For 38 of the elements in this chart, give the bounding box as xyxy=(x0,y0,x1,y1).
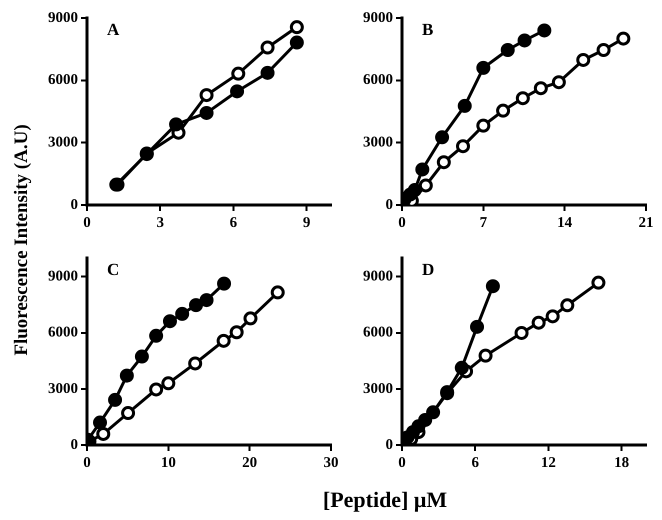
y-tick-label: 3000 xyxy=(48,380,78,397)
y-tick-label: 6000 xyxy=(363,72,393,88)
y-tick-label: 0 xyxy=(70,196,78,213)
y-tick-label: 3000 xyxy=(363,134,393,151)
x-tick-label: 12 xyxy=(540,454,556,471)
y-tick-label: 6000 xyxy=(363,324,393,341)
y-tick-label: 9000 xyxy=(363,268,393,285)
x-tick-label: 10 xyxy=(160,454,176,471)
chart-title: B xyxy=(422,20,434,39)
chart-title: A xyxy=(107,20,120,39)
x-tick-label: 0 xyxy=(398,214,406,231)
x-tick-label: 20 xyxy=(242,454,258,471)
y-tick-label: 9000 xyxy=(363,10,393,26)
y-tick-label: 0 xyxy=(386,196,393,213)
x-axis-title: [Peptide] μM xyxy=(322,487,448,513)
x-tick-label: 0 xyxy=(83,214,91,231)
x-tick-label: 21 xyxy=(638,214,654,231)
y-tick-label: 0 xyxy=(70,436,78,453)
x-tick-label: 30 xyxy=(324,454,338,471)
x-tick-label: 6 xyxy=(230,214,238,231)
y-tick-label: 6000 xyxy=(48,324,78,341)
y-axis-title: Fluorescence Intensity (A.U) xyxy=(11,124,33,356)
y-tick-label: 3000 xyxy=(48,134,78,151)
x-tick-label: 14 xyxy=(557,214,573,231)
y-tick-label: 6000 xyxy=(48,72,78,88)
x-tick-label: 6 xyxy=(471,454,480,471)
x-tick-label: 3 xyxy=(156,214,164,231)
x-tick-label: 7 xyxy=(480,214,488,231)
y-tick-label: 3000 xyxy=(363,380,393,397)
x-tick-label: 0 xyxy=(83,454,91,471)
chart-title: D xyxy=(422,260,434,279)
x-tick-label: 0 xyxy=(398,454,406,471)
y-tick-label: 9000 xyxy=(48,268,78,285)
x-tick-label: 18 xyxy=(614,454,630,471)
x-tick-label: 9 xyxy=(302,214,310,231)
y-tick-label: 9000 xyxy=(48,10,78,26)
y-tick-label: 0 xyxy=(386,436,393,453)
chart-title: C xyxy=(107,260,120,279)
